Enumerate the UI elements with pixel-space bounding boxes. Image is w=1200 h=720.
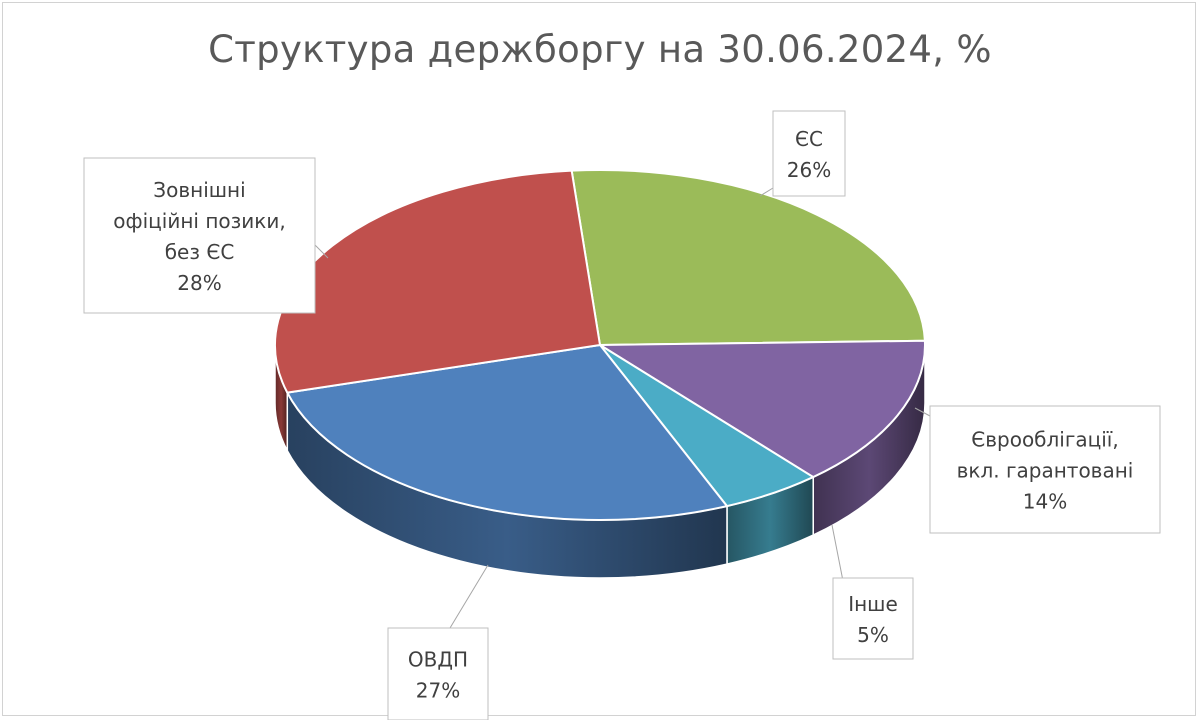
category-name: ЄС (795, 127, 823, 151)
data-label-єс: ЄС 26% (787, 127, 831, 182)
percent-value: 5% (857, 623, 889, 647)
percent-value: 26% (787, 158, 831, 182)
leader-line-зовнішні-офіційні-позики-без-єс (314, 244, 329, 259)
leader-line-інше (831, 524, 844, 582)
label-box-овдп (387, 627, 489, 720)
label-box-інше (832, 577, 914, 660)
category-name: Єврооблігації, (971, 427, 1118, 451)
data-label-овдп: ОВДП 27% (408, 647, 468, 702)
data-label-зовнішні-офіційні-позики-без-єс: Зовнішні офіційні позики, без ЄС 28% (113, 178, 285, 295)
percent-value: 27% (416, 678, 460, 702)
chart-title: Структура держборгу на 30.06.2024, % (208, 28, 992, 71)
data-label-інше: Інше 5% (848, 592, 898, 647)
category-name: вкл. гарантовані (957, 458, 1134, 482)
leader-line-овдп (449, 564, 489, 629)
leader-line-єс (759, 187, 774, 197)
category-name: офіційні позики, (113, 209, 285, 233)
label-box-єс (772, 110, 846, 197)
slice-зовнішні-офіційні-позики-без-єс[interactable] (274, 169, 601, 394)
slice-єврооблігації-вкл-гарантовані[interactable] (599, 339, 926, 479)
label-box-зовнішні-офіційні-позики-без-єс (83, 157, 316, 314)
percent-value: 28% (177, 271, 221, 295)
slice-овдп[interactable] (286, 344, 728, 521)
category-name: ОВДП (408, 647, 468, 671)
percent-value: 14% (1023, 489, 1067, 513)
data-label-єврооблігації-вкл-гарантовані: Єврооблігації, вкл. гарантовані 14% (957, 427, 1134, 513)
category-name: Зовнішні (153, 178, 245, 202)
slice-єс[interactable] (570, 169, 926, 346)
category-name: без ЄС (165, 240, 235, 264)
leader-line-єврооблігації-вкл-гарантовані (914, 407, 931, 417)
label-box-єврооблігації-вкл-гарантовані (929, 405, 1161, 534)
category-name: Інше (848, 592, 898, 616)
